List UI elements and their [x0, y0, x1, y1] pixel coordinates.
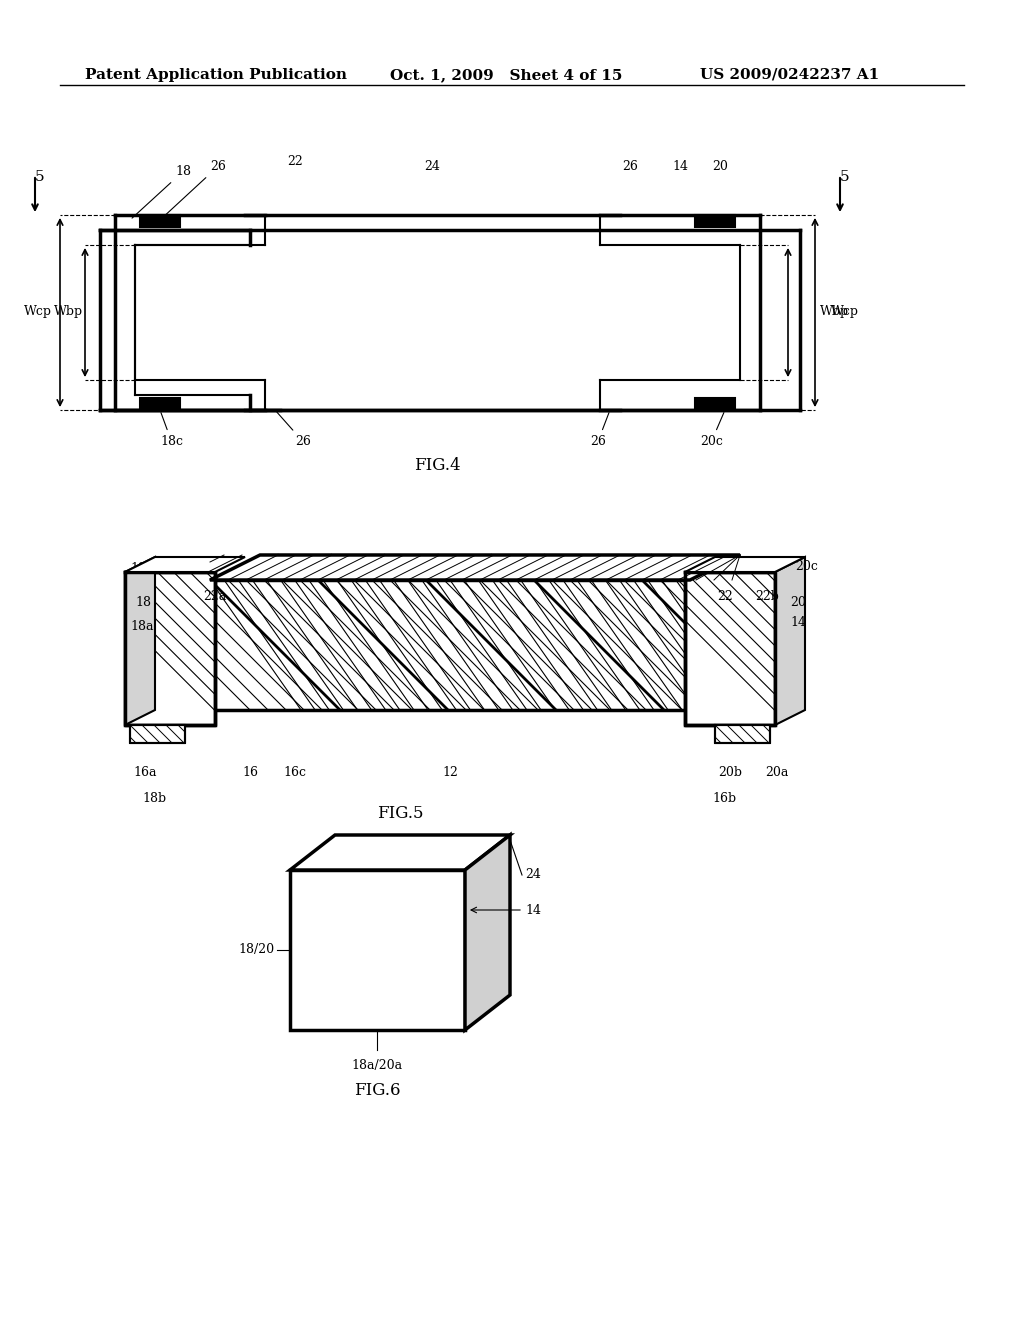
Text: 26: 26	[622, 160, 638, 173]
Text: 20c: 20c	[795, 561, 818, 573]
Text: 22b: 22b	[755, 590, 779, 603]
Bar	[685, 572, 775, 725]
Bar	[695, 399, 735, 411]
Bar	[715, 725, 770, 743]
Text: 22a: 22a	[204, 590, 226, 603]
Polygon shape	[210, 579, 690, 710]
Text: FIG.4: FIG.4	[414, 457, 461, 474]
Text: 20: 20	[790, 595, 806, 609]
Text: 18: 18	[135, 595, 151, 609]
Text: 20b: 20b	[718, 767, 742, 780]
Bar	[695, 215, 735, 227]
Polygon shape	[210, 554, 740, 579]
Text: 18a: 18a	[130, 620, 154, 634]
Polygon shape	[210, 554, 740, 579]
Text: Patent Application Publication: Patent Application Publication	[85, 69, 347, 82]
Text: 5: 5	[35, 170, 45, 183]
Text: 14: 14	[525, 903, 541, 916]
Bar	[140, 215, 180, 227]
Polygon shape	[775, 557, 805, 725]
Polygon shape	[125, 557, 245, 572]
Text: 14: 14	[672, 160, 688, 173]
Text: 16: 16	[242, 767, 258, 780]
Text: 16a: 16a	[133, 767, 157, 780]
Text: 22: 22	[717, 590, 733, 603]
Text: FIG.5: FIG.5	[377, 805, 423, 822]
Text: 26: 26	[162, 160, 226, 218]
Polygon shape	[290, 836, 510, 870]
Bar	[140, 399, 180, 411]
Text: 18: 18	[132, 165, 191, 218]
Text: 24: 24	[462, 565, 478, 578]
Bar	[210, 579, 690, 710]
Polygon shape	[465, 836, 510, 1030]
Polygon shape	[685, 557, 805, 572]
Polygon shape	[125, 557, 155, 725]
Text: 20c: 20c	[700, 413, 724, 447]
Text: Wcp: Wcp	[24, 305, 52, 318]
Text: 26: 26	[590, 413, 609, 447]
Text: Wcp: Wcp	[831, 305, 859, 318]
Text: 18c: 18c	[160, 413, 183, 447]
Text: 16c: 16c	[284, 767, 306, 780]
Bar	[125, 572, 215, 725]
Bar	[290, 870, 465, 1030]
Text: 18a/20a: 18a/20a	[351, 1059, 402, 1072]
Text: Oct. 1, 2009   Sheet 4 of 15: Oct. 1, 2009 Sheet 4 of 15	[390, 69, 623, 82]
Text: Wbp: Wbp	[820, 305, 849, 318]
Text: 18/20: 18/20	[239, 944, 275, 957]
Text: 14: 14	[790, 615, 806, 628]
Text: 18b: 18b	[143, 792, 167, 804]
Bar	[130, 725, 185, 743]
Text: 12: 12	[442, 767, 458, 780]
Text: US 2009/0242237 A1: US 2009/0242237 A1	[700, 69, 880, 82]
Text: 22: 22	[287, 154, 303, 168]
Text: 5: 5	[840, 170, 850, 183]
Text: 26: 26	[276, 412, 311, 447]
Text: 18c: 18c	[130, 562, 153, 576]
Text: 20: 20	[712, 160, 728, 173]
Text: FIG.6: FIG.6	[353, 1082, 400, 1100]
Text: Wbp: Wbp	[54, 305, 83, 318]
Text: 24: 24	[525, 869, 541, 882]
Text: 20a: 20a	[765, 767, 788, 780]
Text: 16b: 16b	[713, 792, 737, 804]
Text: 24: 24	[424, 160, 440, 173]
